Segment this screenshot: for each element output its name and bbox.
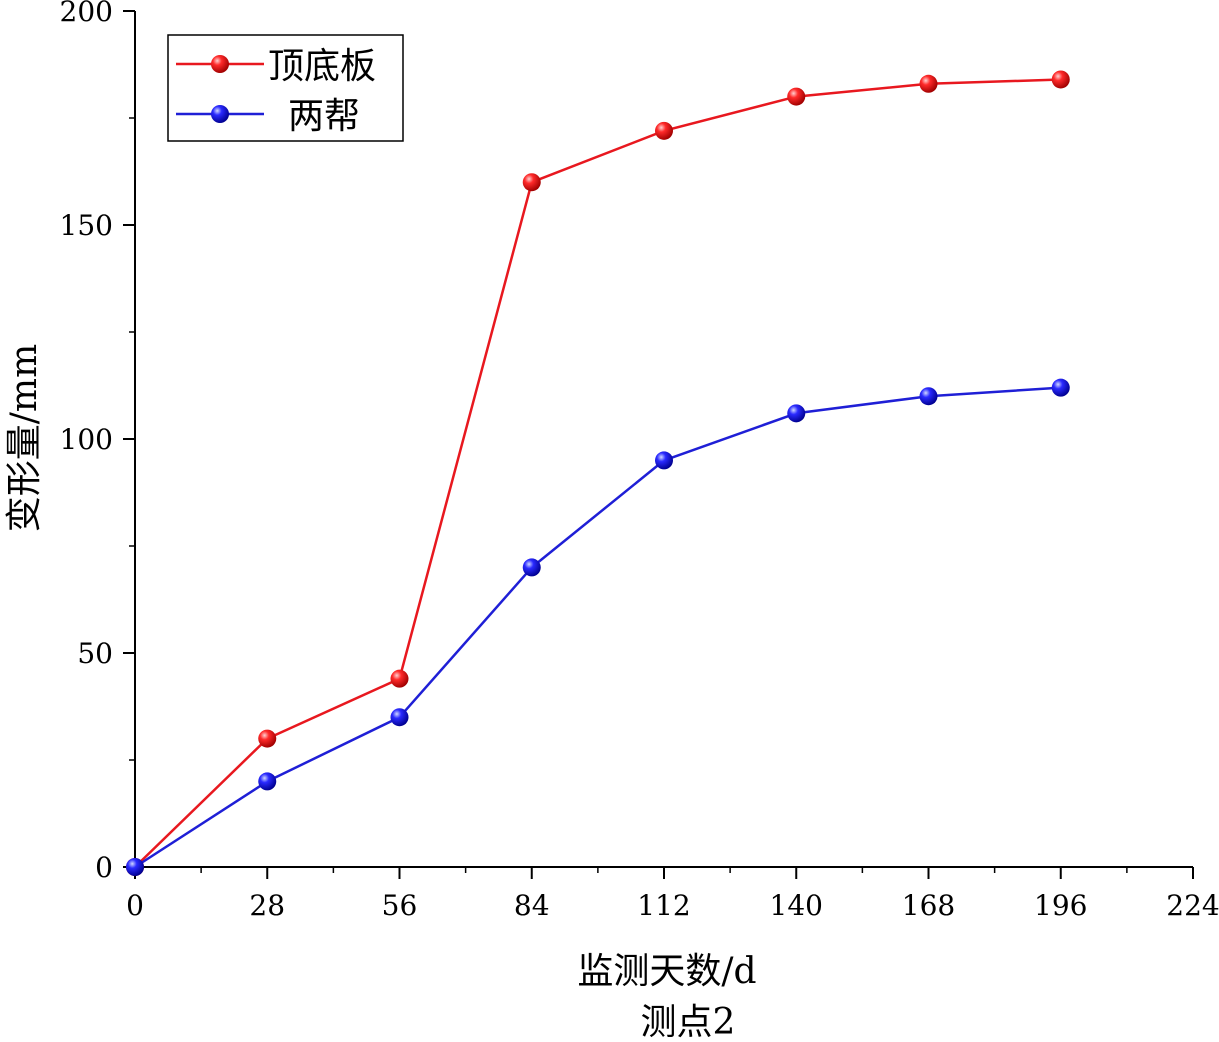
- series-line-2: [134, 386, 1061, 869]
- y-tick-label: 50: [77, 637, 113, 670]
- x-tick-label: 28: [249, 889, 285, 922]
- y-tick-label: 100: [60, 423, 113, 456]
- chart-caption: 测点2: [641, 1002, 736, 1042]
- y-tick-label: 0: [95, 851, 113, 884]
- x-tick-label: 112: [637, 889, 690, 922]
- y-axis-title: 变形量/mm: [4, 344, 45, 532]
- data-point-series-1: [522, 173, 541, 192]
- data-point-series-1: [1051, 70, 1070, 89]
- x-tick-label: 196: [1034, 889, 1087, 922]
- legend-label-2: 两帮: [288, 96, 360, 137]
- data-point-series-1: [919, 74, 938, 93]
- legend-box: [167, 34, 404, 142]
- y-tick-label: 200: [60, 0, 113, 28]
- legend: 顶底板 两帮: [167, 34, 404, 142]
- axes: 0 28 56 84 112 140 168 196 224 0 50 100 150 200: [60, 0, 1219, 922]
- data-point-series-2: [522, 558, 541, 577]
- series-layer: [126, 70, 1070, 876]
- data-point-series-1: [787, 87, 806, 106]
- data-point-series-2: [919, 387, 938, 406]
- data-point-series-2: [390, 708, 409, 727]
- data-point-series-2: [126, 858, 144, 876]
- data-point-series-1: [390, 669, 409, 688]
- data-point-series-1: [258, 729, 277, 748]
- series-line-1: [134, 78, 1061, 868]
- legend-label-1: 顶底板: [268, 46, 376, 87]
- data-point-series-2: [655, 451, 673, 470]
- legend-marker-1: [211, 55, 229, 73]
- x-tick-label: 56: [382, 889, 418, 922]
- x-tick-label: 84: [514, 889, 550, 922]
- x-tick-label: 224: [1166, 889, 1219, 922]
- x-tick-label: 168: [902, 889, 955, 922]
- legend-marker-2: [211, 105, 229, 123]
- data-point-series-2: [258, 772, 277, 791]
- x-tick-label: 0: [126, 889, 144, 922]
- y-tick-label: 150: [60, 209, 113, 242]
- x-tick-label: 140: [770, 889, 823, 922]
- data-point-series-2: [1051, 378, 1070, 397]
- x-axis-title: 监测天数/d: [577, 951, 756, 992]
- data-point-series-2: [787, 404, 806, 423]
- data-point-series-1: [655, 121, 673, 140]
